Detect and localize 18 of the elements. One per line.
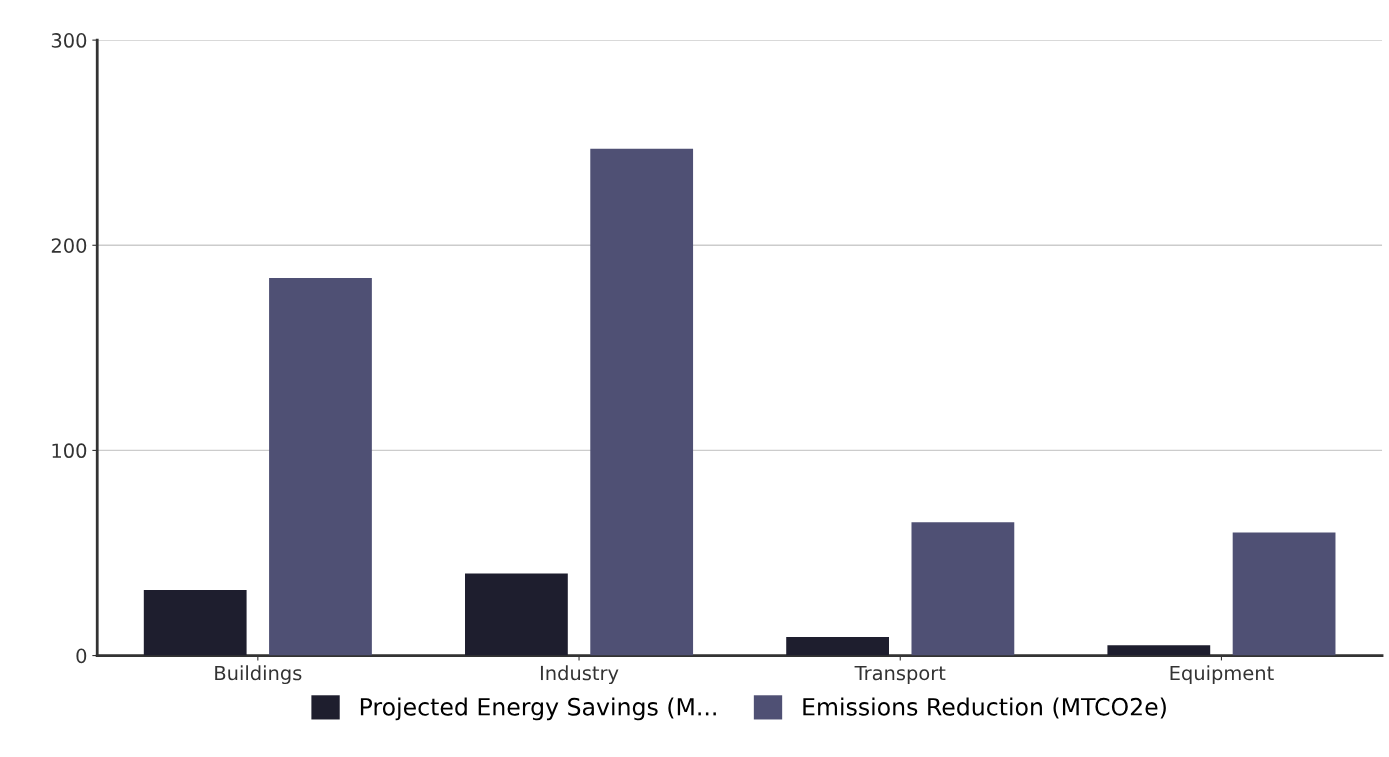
y-tick-label: 300 — [51, 33, 87, 48]
y-tick-label: 100 — [52, 443, 87, 459]
x-tick-label: Industry — [540, 665, 619, 685]
legend-label: Emissions Reduction (MTCO2e) — [803, 697, 1166, 719]
legend-label: Projected Energy Savings (M... — [360, 697, 716, 721]
y-tick-label: 200 — [51, 238, 87, 253]
y-tick-label: 0 — [76, 648, 87, 664]
bar — [590, 148, 694, 656]
x-tick-label: Transport — [854, 665, 946, 685]
bar — [269, 278, 372, 656]
x-tick-label: Equipment — [1170, 665, 1274, 685]
bar — [1107, 645, 1211, 656]
bar — [786, 637, 889, 656]
x-tick-label: Buildings — [215, 665, 302, 685]
bar — [465, 573, 568, 656]
bar — [143, 589, 247, 656]
bar — [911, 522, 1015, 656]
bar — [1232, 532, 1336, 656]
